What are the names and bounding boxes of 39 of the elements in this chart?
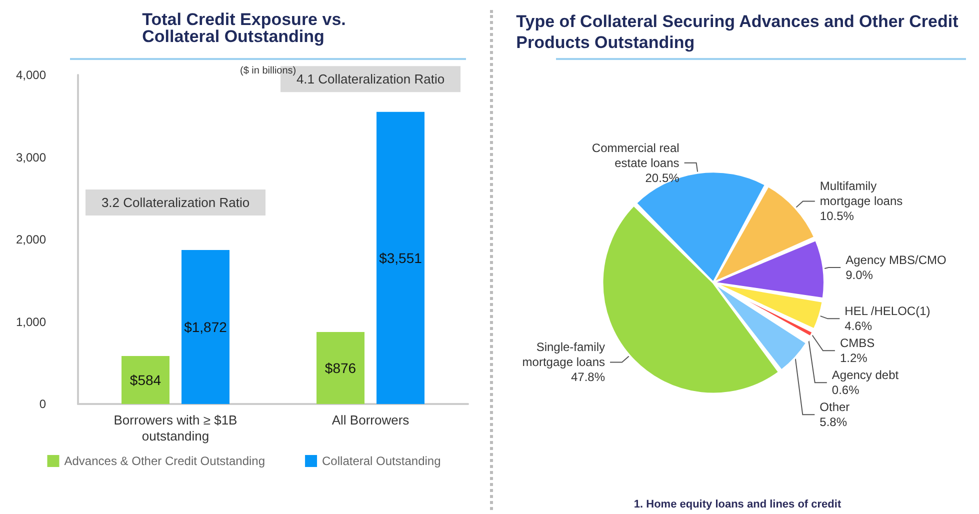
annotation: 3.2 Collateralization Ratio: [101, 194, 250, 210]
legend-label: Collateral Outstanding: [322, 454, 441, 468]
bar: [182, 250, 230, 404]
slice-label: CMBS: [840, 336, 875, 350]
chart-title: Type of Collateral Securing Advances and Other Credit Products Outstanding: [516, 12, 959, 52]
bar: [122, 356, 170, 404]
slice-label: Other: [820, 400, 850, 414]
x-tick-label: Borrowers with ≥ $1B outstanding: [114, 412, 238, 444]
slice-label: Single-family mortgage loans: [522, 340, 606, 370]
y-tick-label: 4,000: [16, 68, 46, 82]
chart-title: Total Credit Exposure vs. Collateral Outstanding: [142, 10, 346, 46]
data-label: $584: [130, 372, 162, 388]
slice-label: Agency MBS/CMO: [846, 253, 946, 268]
chart-subtitle: ($ in billions): [240, 66, 296, 76]
x-tick-label: All Borrowers: [332, 412, 410, 428]
legend-label: Advances & Other Credit Outstanding: [64, 454, 266, 468]
y-tick-label: 2,000: [16, 232, 46, 246]
data-label: 10.5%: [820, 209, 854, 224]
y-tick-label: 3,000: [16, 150, 46, 164]
data-label: 20.5%: [645, 170, 680, 185]
data-label: $3,551: [379, 250, 422, 266]
data-label: $876: [324, 360, 356, 376]
bar: [376, 112, 424, 404]
slice-label: Multifamily mortgage loans: [820, 179, 903, 208]
slice-label: HEL /HELOC(1): [844, 304, 930, 318]
data-label: 9.0%: [846, 268, 874, 282]
data-label: $1,872: [184, 319, 228, 336]
data-label: 1.2%: [840, 351, 868, 366]
data-label: 5.8%: [820, 415, 848, 430]
data-label: 0.6%: [832, 383, 860, 398]
slice-label: Agency debt: [832, 368, 900, 382]
annotation: 4.1 Collateralization Ratio: [296, 72, 445, 87]
data-label: 47.8%: [570, 370, 606, 384]
y-tick-label: 1,000: [16, 314, 46, 329]
data-label: 4.6%: [844, 319, 872, 334]
slice-label: Commercial real estate loans: [592, 140, 680, 170]
text: 1. Home equity loans and lines of credit: [634, 498, 842, 510]
bar: [316, 332, 364, 404]
y-tick-label: 0: [39, 397, 46, 411]
